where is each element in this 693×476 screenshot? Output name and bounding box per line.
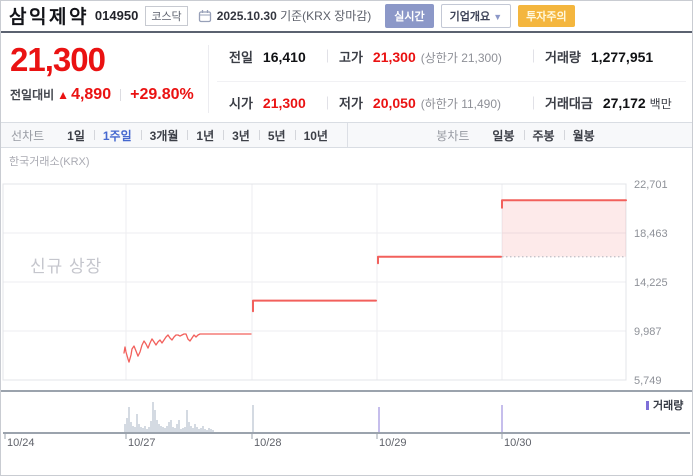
realtime-button[interactable]: 실시간	[385, 3, 434, 28]
new-listing-annotation: 신규 상장	[30, 257, 103, 276]
calendar-icon	[198, 9, 212, 23]
open-cell: 시가 21,300	[229, 95, 306, 111]
tab-weekly-candle[interactable]: 주봉	[524, 127, 564, 144]
tab-3month[interactable]: 3개월	[141, 127, 188, 144]
date-suffix: 기준(KRX 장마감)	[280, 9, 372, 24]
tab-daily-candle[interactable]: 일봉	[492, 128, 515, 143]
svg-text:10/29: 10/29	[379, 437, 407, 449]
price-volume-chart: 22,701 18,463 14,225 9,987 5,749 10/24 10/27 10…	[1, 179, 692, 449]
svg-text:10/28: 10/28	[254, 437, 282, 449]
svg-text:22,701: 22,701	[634, 179, 668, 191]
data-source-label: 한국거래소(KRX)	[9, 156, 90, 168]
tab-1year[interactable]: 1년	[187, 127, 223, 144]
date-value: 2025.10.30	[216, 9, 277, 24]
header-buttons: 실시간 기업개요 ▼ 투자주의	[385, 3, 575, 28]
volume-legend: 거래량	[646, 397, 683, 413]
volume-cell: 거래량 1,277,951	[533, 47, 692, 66]
chevron-down-icon: ▼	[493, 11, 503, 22]
market-badge: 코스닥	[145, 5, 188, 26]
prev-close-cell: 전일 16,410	[229, 48, 306, 65]
up-arrow-icon: ▲	[57, 87, 70, 102]
svg-text:18,463: 18,463	[634, 228, 668, 240]
change-value: 4,890	[71, 85, 112, 103]
investment-warning-badge[interactable]: 투자주의	[518, 4, 575, 27]
low-cell: 저가 20,050 (하한가 11,490)	[327, 93, 533, 112]
line-chart-caption: 선차트	[11, 128, 45, 143]
change-percent: +29.80%	[130, 85, 194, 103]
stock-code: 014950	[94, 8, 139, 24]
tab-monthly-candle[interactable]: 월봉	[564, 127, 604, 144]
price-summary: 21,300 전일대비 ▲ 4,890 +29.80% 전일 16,410 고가 2…	[1, 32, 692, 122]
trade-value-cell: 거래대금 27,172 백만	[533, 93, 692, 112]
volume-swatch-icon	[646, 400, 649, 410]
price-change-row: 전일대비 ▲ 4,890 +29.80%	[10, 86, 194, 104]
row-divider	[217, 80, 686, 82]
svg-text:5,749: 5,749	[634, 375, 662, 387]
chart-area: 한국거래소(KRX) 22,701 18,463 14,225 9,987 5,749 1…	[1, 148, 692, 475]
tab-1day[interactable]: 1일	[67, 128, 85, 143]
candle-chart-tabs: 봉차트 일봉 주봉 월봉	[348, 123, 692, 147]
svg-text:10/27: 10/27	[128, 437, 156, 449]
ohlcv-table: 전일 16,410 고가 21,300 (상한가 21,300) 거래량 1,277,9…	[217, 33, 692, 126]
tab-5year[interactable]: 5년	[259, 127, 295, 144]
svg-text:10/30: 10/30	[504, 437, 532, 449]
vertical-divider	[208, 44, 209, 113]
candle-chart-caption: 봉차트	[436, 128, 470, 143]
line-chart-tabs: 선차트 1일 1주일 3개월 1년 3년 5년 10년	[1, 123, 348, 147]
tab-10year[interactable]: 10년	[295, 127, 337, 144]
tab-1week[interactable]: 1주일	[94, 127, 141, 144]
svg-text:14,225: 14,225	[634, 277, 668, 289]
stock-name: 삼익제약	[9, 7, 89, 29]
svg-text:9,987: 9,987	[634, 326, 662, 338]
svg-text:10/24: 10/24	[7, 437, 35, 449]
reference-date: 2025.10.30 기준(KRX 장마감)	[217, 7, 372, 24]
change-label: 전일대비	[10, 87, 55, 102]
header: 삼익제약 014950 코스닥 2025.10.30 기준(KRX 장마감) 실…	[1, 1, 692, 33]
current-price: 21,300	[10, 40, 106, 78]
high-cell: 고가 21,300 (상한가 21,300)	[327, 47, 533, 66]
chart-tabbar: 선차트 1일 1주일 3개월 1년 3년 5년 10년 봉차트 일봉 주봉 월봉	[1, 122, 692, 148]
tab-3year[interactable]: 3년	[223, 127, 259, 144]
divider	[120, 88, 122, 101]
company-overview-button[interactable]: 기업개요 ▼	[440, 3, 512, 28]
